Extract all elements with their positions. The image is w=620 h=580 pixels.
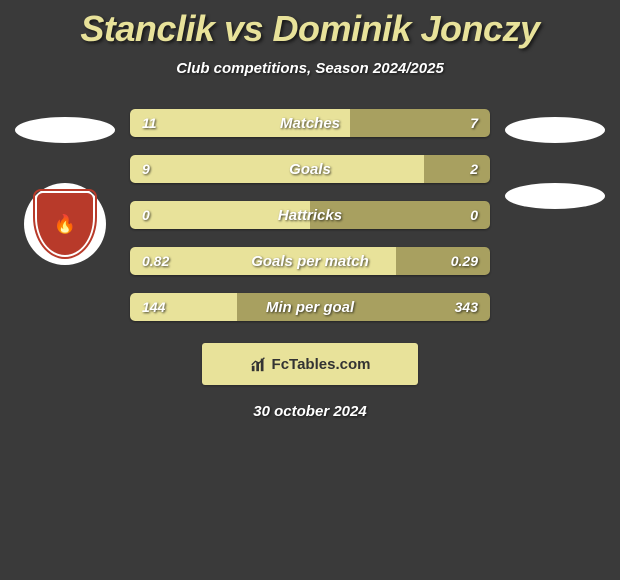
comparison-title: Stanclik vs Dominik Jonczy [0, 0, 620, 50]
stat-row: 0Hattricks0 [130, 201, 490, 229]
shield-icon: 🔥 [37, 193, 93, 255]
stats-bars: 11Matches7 9Goals2 0Hattricks0 0.82Goals pe… [120, 109, 500, 321]
stat-label: Matches [130, 109, 490, 137]
stat-label: Goals [130, 155, 490, 183]
stat-row: 11Matches7 [130, 109, 490, 137]
flame-icon: 🔥 [54, 214, 76, 235]
right-avatar-placeholder-2 [505, 183, 605, 209]
stat-label: Goals per match [130, 247, 490, 275]
attribution-badge: FcTables.com [202, 343, 418, 385]
stat-row: 144Min per goal343 [130, 293, 490, 321]
left-club-badge: 🔥 [24, 183, 106, 265]
bar-chart-icon [250, 355, 268, 373]
right-player-column [500, 109, 610, 321]
comparison-date: 30 october 2024 [0, 403, 620, 420]
stat-right-value: 343 [455, 293, 478, 321]
comparison-subtitle: Club competitions, Season 2024/2025 [0, 60, 620, 77]
attribution-text: FcTables.com [272, 356, 371, 373]
stat-right-value: 0 [470, 201, 478, 229]
left-avatar-placeholder [15, 117, 115, 143]
left-player-column: 🔥 [10, 109, 120, 321]
right-avatar-placeholder-1 [505, 117, 605, 143]
stat-right-value: 7 [470, 109, 478, 137]
comparison-content: 🔥 11Matches7 9Goals2 0Hattricks0 0.82Goals … [0, 109, 620, 321]
stat-right-value: 0.29 [451, 247, 478, 275]
stat-row: 9Goals2 [130, 155, 490, 183]
stat-label: Min per goal [130, 293, 490, 321]
stat-label: Hattricks [130, 201, 490, 229]
stat-right-value: 2 [470, 155, 478, 183]
stat-row: 0.82Goals per match0.29 [130, 247, 490, 275]
